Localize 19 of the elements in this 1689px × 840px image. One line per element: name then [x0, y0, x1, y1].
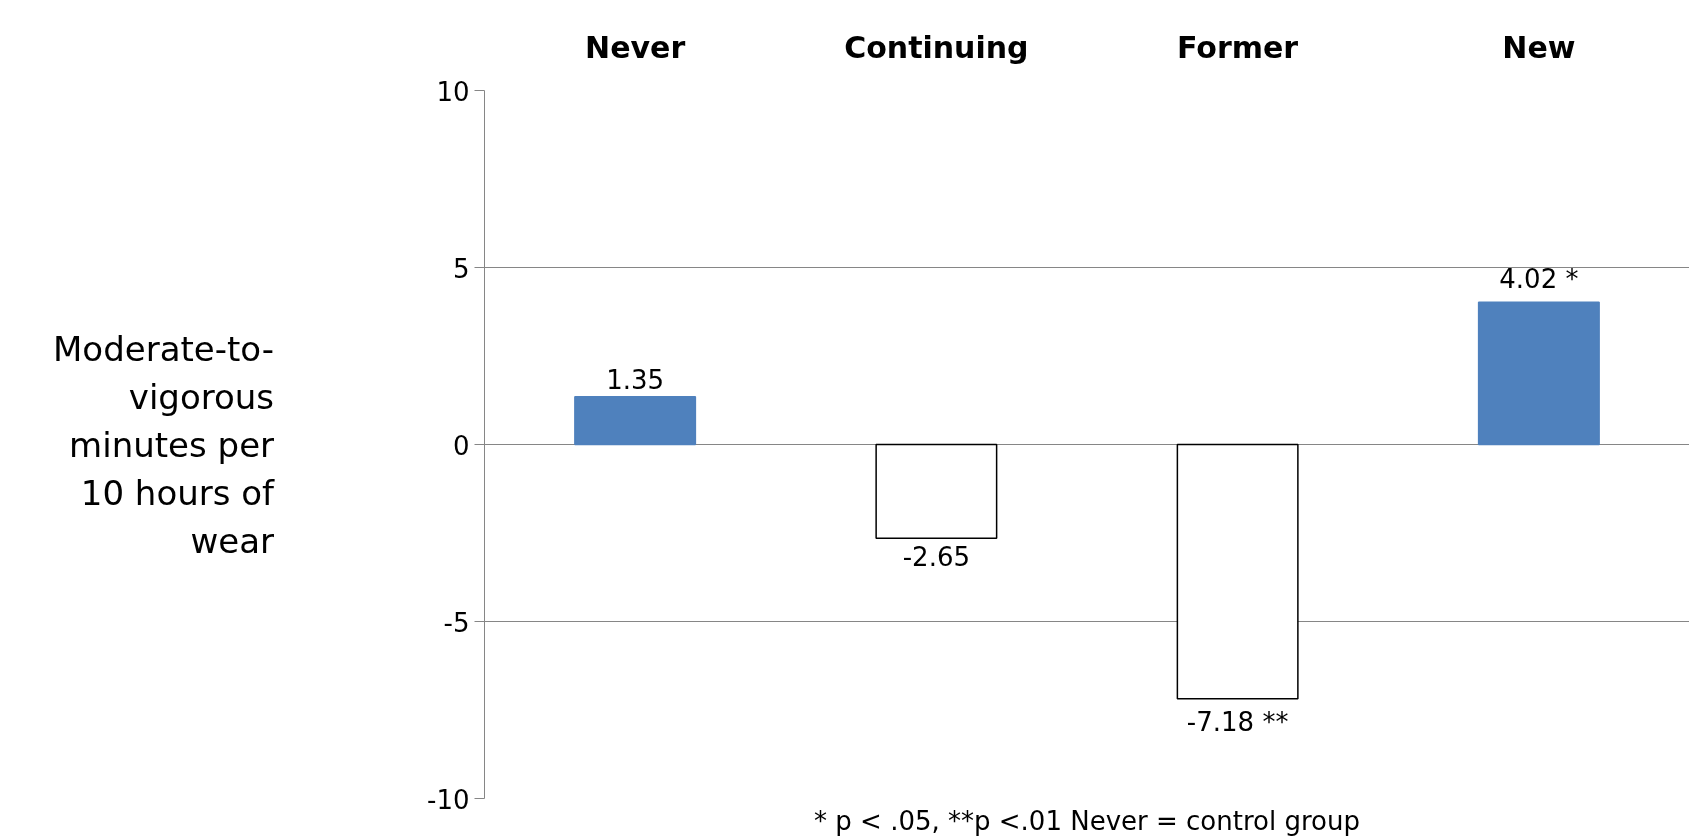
y-tick-label: -5: [443, 607, 470, 638]
data-label: 1.35: [606, 364, 665, 395]
data-label: -2.65: [902, 542, 971, 573]
x-tick-label: Never: [585, 29, 686, 65]
bar: [875, 443, 998, 540]
bar: [1477, 301, 1600, 446]
y-tick-label: 5: [452, 253, 470, 284]
data-label: -7.18 **: [1186, 706, 1289, 737]
y-tick-label: 10: [436, 76, 470, 107]
x-tick-label: Continuing: [844, 29, 1029, 65]
x-tick-label: New: [1502, 29, 1576, 65]
y-tick-label: -10: [427, 784, 470, 815]
x-tick-label: Former: [1177, 29, 1299, 65]
text: * p < .05, **p <.01 Never = control group: [814, 805, 1360, 836]
data-label: 4.02 *: [1499, 264, 1579, 295]
y-axis-title: Moderate-to-vigorous minutes per 10 hours of wear: [53, 328, 276, 561]
bar: [574, 395, 697, 446]
bar: [1176, 443, 1299, 700]
y-tick-label: 0: [452, 430, 470, 461]
